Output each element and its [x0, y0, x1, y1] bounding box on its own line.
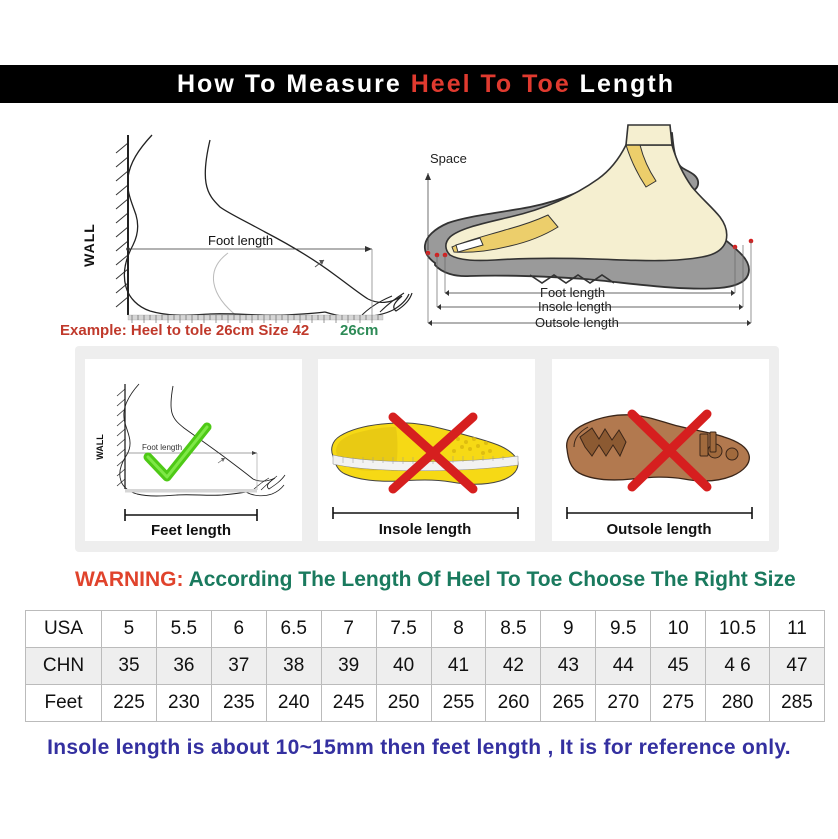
svg-text:Insole length: Insole length — [379, 521, 472, 538]
svg-text:WALL: WALL — [95, 434, 105, 460]
svg-text:Outsole length: Outsole length — [607, 521, 712, 538]
svg-text:Space: Space — [430, 151, 467, 166]
svg-text:Foot length: Foot length — [540, 285, 605, 300]
svg-text:WALL: WALL — [81, 223, 97, 267]
svg-text:Feet length: Feet length — [151, 522, 231, 539]
svg-text:Insole length: Insole length — [538, 299, 612, 314]
svg-text:Outsole length: Outsole length — [535, 315, 619, 330]
svg-text:Foot length: Foot length — [208, 233, 273, 248]
svg-text:Foot length: Foot length — [142, 443, 182, 452]
